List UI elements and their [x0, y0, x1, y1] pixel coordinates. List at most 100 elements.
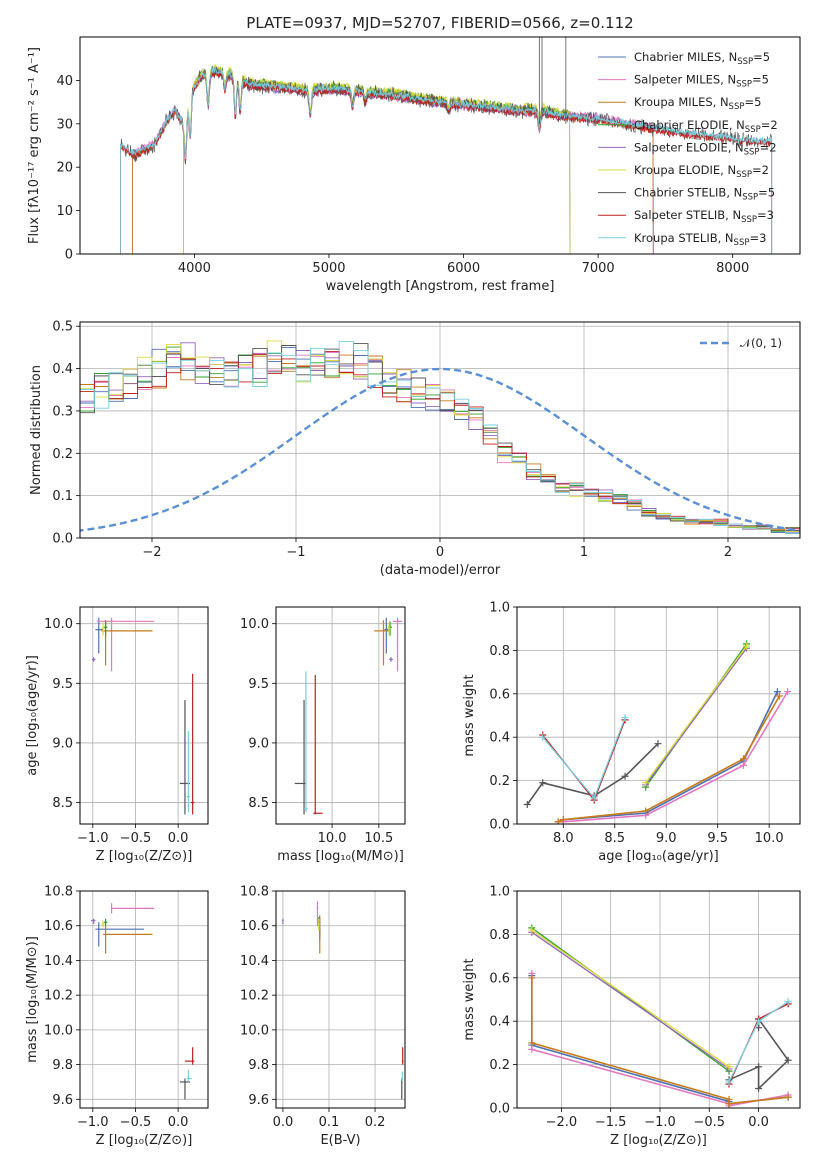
x-axis-label: (data-model)/error: [380, 563, 501, 578]
weight-marker: [784, 1093, 792, 1101]
x-tick-label: −1.5: [595, 1115, 627, 1130]
y-tick-label: 0.4: [489, 1015, 510, 1030]
spectrum-plot: 4000 5000 6000 7000 8000 0 10 20 30 40 wavelength …: [27, 36, 801, 294]
weight-marker: [642, 807, 650, 815]
weight-line: [542, 719, 626, 802]
y-tick-label: 30: [56, 117, 73, 132]
data-point: [104, 933, 107, 936]
legend-label: Salpeter ELODIE, NSSP=2: [634, 140, 777, 157]
y-tick-label: 10.4: [240, 954, 269, 969]
legend-label-value: =3: [749, 231, 766, 245]
x-tick-label: −1.0: [77, 1115, 109, 1130]
x-axis-label: Z [log₁₀(Z/Z⊙)]: [96, 1133, 193, 1148]
data-point: [184, 782, 186, 785]
data-point: [97, 628, 100, 631]
legend-label: Chabrier MILES, NSSP=5: [634, 50, 770, 67]
legend-label-text: Salpeter ELODIE, N: [634, 140, 744, 154]
plot-area: [91, 617, 195, 815]
weight-marker: [642, 779, 650, 787]
y-tick-label: 10.2: [44, 989, 73, 1004]
x-axis-label: age [log₁₀(age/yr)]: [598, 849, 719, 864]
y-tick-label: 1.0: [489, 601, 510, 616]
y-tick-label: 9.5: [52, 677, 73, 692]
weight-marker: [784, 688, 792, 696]
plot-area: [528, 924, 792, 1108]
weight-line: [531, 931, 730, 1070]
y-axis-label: mass [log₁₀(M/M⊙)]: [25, 936, 40, 1063]
spectrum-line: [120, 67, 773, 254]
x-tick-label: 0.0: [273, 1115, 294, 1130]
y-tick-label: 0.6: [489, 687, 510, 702]
spectrum-line: [183, 63, 571, 254]
legend-label: Salpeter STELIB, NSSP=3: [634, 208, 774, 225]
x-tick-label: 5000: [312, 261, 345, 276]
legend-label-value: =3: [757, 208, 774, 222]
weight-marker: [784, 998, 792, 1006]
weight-marker: [528, 974, 536, 982]
grid-lines: [80, 322, 800, 539]
legend-label-value: =5: [758, 186, 775, 200]
plot-area: [523, 640, 792, 824]
legend-label: Salpeter MILES, NSSP=5: [634, 73, 769, 90]
y-tick-label: 10: [56, 204, 73, 219]
axes-frame: [516, 606, 801, 825]
y-tick-label: 1.0: [489, 885, 510, 900]
legend-label-text: Salpeter MILES, N: [634, 73, 736, 87]
data-point: [102, 627, 104, 630]
legend-label: Kroupa MILES, NSSP=5: [634, 95, 761, 112]
legend-label-text: Kroupa ELODIE, N: [634, 163, 736, 177]
data-point: [282, 919, 284, 922]
x-axis-label: mass [log₁₀(M/M⊙)]: [277, 849, 404, 864]
weight-marker: [755, 1024, 763, 1032]
y-axis-label: age [log₁₀(age/yr)]: [25, 655, 40, 776]
y-axis-label: mass weight: [462, 958, 477, 1040]
data-point: [396, 620, 399, 623]
data-point: [184, 1081, 186, 1083]
axes-frame: [275, 606, 406, 825]
x-tick-label: −2.0: [546, 1115, 578, 1130]
x-axis-label: Z [log₁₀(Z/Z⊙)]: [96, 849, 193, 864]
x-tick-label: −2: [142, 545, 161, 560]
legend-label-text: Chabrier ELODIE, N: [634, 118, 745, 132]
legend-label-text: Salpeter STELIB, N: [634, 208, 741, 222]
weight-marker: [725, 1063, 733, 1071]
grid-lines: [517, 606, 800, 825]
x-tick-label: −1.0: [77, 831, 109, 846]
axes-frame: [79, 36, 801, 255]
x-tick-label: 0.0: [168, 831, 189, 846]
weight-marker: [773, 688, 781, 696]
mass-vs-extinction-plot: 0.0 0.1 0.2 9.6 9.8 10.0 10.2 10.4 10.6 10.8 E(B-V…: [240, 885, 406, 1148]
y-tick-label: 0.2: [489, 1058, 510, 1073]
plot-area: [80, 340, 800, 534]
y-tick-label: 0.3: [52, 404, 73, 419]
data-point: [401, 1060, 404, 1063]
grid-lines: [276, 607, 405, 824]
data-point: [104, 626, 107, 629]
legend-label: Kroupa STELIB, NSSP=3: [634, 231, 766, 248]
y-tick-label: 0.0: [52, 532, 73, 547]
x-tick-label: −0.5: [120, 831, 152, 846]
legend-label-value: =5: [744, 95, 761, 109]
y-tick-label: 9.6: [52, 1093, 73, 1108]
x-tick-label: 8000: [716, 261, 749, 276]
y-tick-label: 8.5: [52, 796, 73, 811]
weight-line: [645, 647, 748, 786]
y-tick-label: 0: [65, 248, 73, 263]
x-tick-label: 0.2: [365, 1115, 386, 1130]
x-tick-label: 8.0: [553, 831, 574, 846]
y-axis-label: Flux [fλ10⁻¹⁷ erg cm⁻² s⁻¹ A⁻¹]: [27, 47, 42, 244]
y-tick-label: 0.2: [489, 774, 510, 789]
weight-marker: [621, 772, 629, 780]
residual-legend: 𝒩(0, 1): [700, 336, 782, 350]
x-tick-label: −1: [286, 545, 305, 560]
legend-label-subscript: SSP: [734, 238, 750, 248]
data-point: [317, 923, 320, 925]
y-tick-label: 10.8: [44, 885, 73, 900]
data-point: [97, 928, 100, 931]
legend-label-value: =2: [760, 140, 777, 154]
y-tick-label: 20: [56, 161, 73, 176]
axes-frame: [79, 606, 209, 825]
spectrum-line: [120, 65, 773, 254]
